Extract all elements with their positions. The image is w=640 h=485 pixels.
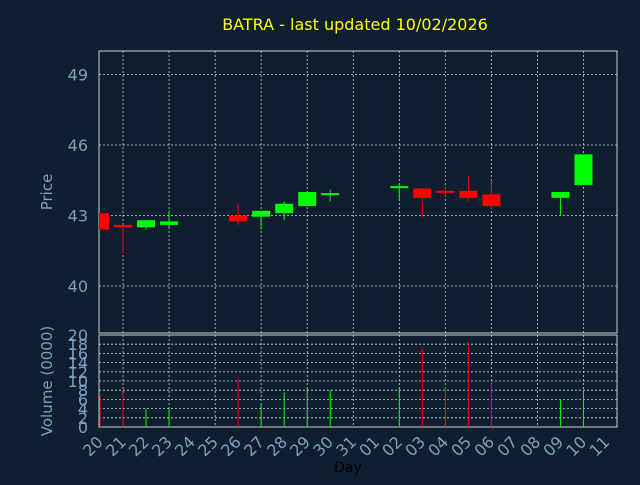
candle-body (551, 192, 570, 198)
candle-body (229, 215, 248, 222)
candle-body (482, 194, 501, 207)
candle-20 (99, 213, 109, 230)
price-panel: 40 43 46 49 (68, 50, 618, 334)
volume-tick-label: 12 (68, 363, 88, 382)
volume-tick-label: 20 (68, 326, 88, 345)
candle-body (137, 220, 156, 228)
volume-axis-label: Volume (0000) (38, 326, 56, 436)
candle-02 (390, 183, 409, 200)
candle-body (413, 188, 432, 198)
candle-27 (252, 210, 271, 230)
candle-body (160, 221, 179, 225)
candle-23 (160, 210, 179, 228)
volume-tick-label: 8 (78, 381, 88, 400)
volume-tick-label: 4 (78, 400, 88, 419)
candle-28 (275, 201, 294, 221)
volume-tick-label: 10 (68, 372, 88, 391)
volume-panel: 0246810121416182020212223242526272829303… (68, 326, 618, 460)
candle-29 (298, 192, 317, 207)
candle-03 (413, 188, 432, 218)
price-tick-label: 49 (68, 66, 88, 85)
x-tick-label: 11 (585, 432, 613, 460)
volume-tick-label: 2 (78, 409, 88, 428)
volume-tick-label: 6 (78, 390, 88, 409)
candle-body (252, 210, 271, 217)
candle-05 (459, 175, 478, 202)
price-tick-label: 46 (68, 136, 88, 155)
price-tick-label: 43 (68, 207, 88, 226)
price-tick-label: 40 (68, 277, 88, 296)
candle-22 (137, 220, 156, 230)
x-axis-label: Day (334, 460, 362, 476)
volume-tick-label: 14 (68, 354, 88, 373)
candle-body (321, 193, 340, 196)
candle-body (298, 192, 317, 207)
candle-04 (436, 187, 455, 197)
candle-26 (229, 203, 248, 225)
candle-body (275, 203, 294, 214)
candle-06 (482, 180, 501, 209)
candle-body (459, 190, 478, 198)
candle-30 (321, 189, 340, 202)
candle-body (390, 186, 409, 189)
volume-tick-label: 18 (68, 335, 88, 354)
candle-09 (551, 192, 570, 216)
candle-body (574, 154, 593, 185)
candle-body (436, 190, 455, 193)
volume-tick-label: 16 (68, 344, 88, 363)
candle-body (99, 213, 109, 230)
candle-body (114, 224, 133, 228)
volume-tick-label: 0 (78, 418, 88, 437)
price-plot-frame (98, 50, 618, 334)
candle-21 (114, 224, 133, 254)
chart-title: BATRA - last updated 10/02/2026 (222, 15, 488, 34)
price-axis-label: Price (38, 174, 56, 211)
candle-10 (574, 154, 593, 185)
